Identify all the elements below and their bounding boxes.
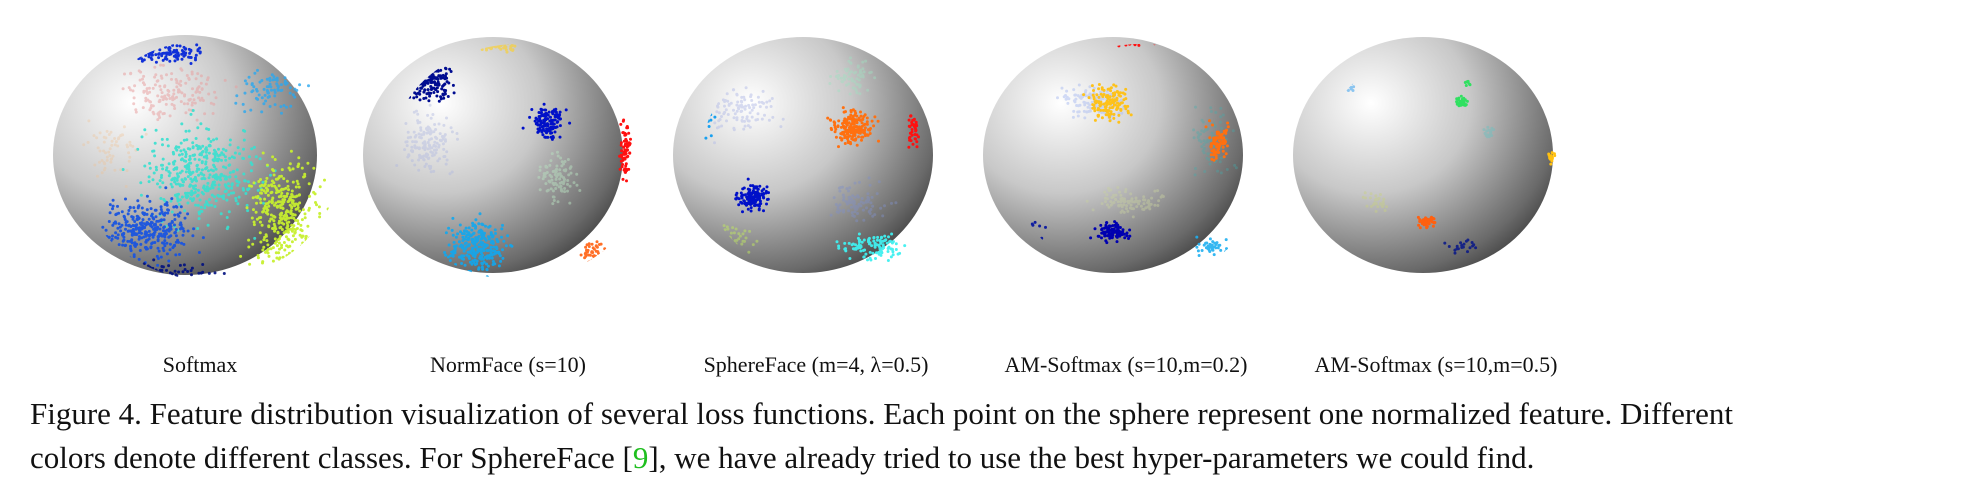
- class-cluster: [1082, 83, 1133, 124]
- panel-label: AM-Softmax (s=10,m=0.2): [1004, 352, 1248, 377]
- class-cluster: [734, 177, 770, 214]
- class-cluster: [121, 63, 238, 122]
- sphere-plot-softmax: [53, 35, 330, 280]
- sphere-plot-normface: [363, 37, 632, 280]
- panel-sphereface: SphereFace (m=4, λ=0.5): [646, 30, 986, 385]
- class-cluster: [443, 212, 514, 280]
- class-cluster: [121, 109, 277, 240]
- panel-am-softmax-05: AM-Softmax (s=10,m=0.5): [1266, 30, 1606, 385]
- class-cluster: [521, 102, 572, 141]
- class-cluster: [1443, 238, 1478, 255]
- caption-text: colors denote different classes. For Sph…: [30, 440, 633, 475]
- panel-label: NormFace (s=10): [430, 352, 586, 377]
- class-cluster: [1195, 235, 1228, 257]
- sphere-plot-sphereface: [673, 37, 933, 273]
- class-cluster: [89, 186, 205, 267]
- sphere-plot-am-softmax-05: [1293, 37, 1557, 273]
- caption-line-2: colors denote different classes. For Sph…: [30, 436, 1950, 480]
- panel-normface: NormFace (s=10): [338, 30, 678, 385]
- class-cluster: [1085, 186, 1165, 219]
- class-cluster: [618, 118, 632, 183]
- panel-label: SphereFace (m=4, λ=0.5): [703, 352, 929, 377]
- class-cluster: [82, 119, 148, 188]
- class-cluster: [1463, 79, 1472, 87]
- panel-label: Softmax: [162, 352, 238, 377]
- feature-points: [700, 44, 920, 263]
- citation-link[interactable]: 9: [632, 440, 649, 475]
- sphere-surface: [1293, 37, 1553, 273]
- class-cluster: [1482, 125, 1496, 139]
- class-cluster: [537, 150, 582, 206]
- feature-points: [395, 44, 632, 280]
- class-cluster: [1204, 119, 1230, 162]
- sphere-surface: [983, 37, 1243, 273]
- caption-text: ], we have already tried to use the best…: [648, 440, 1535, 475]
- class-cluster: [907, 114, 920, 149]
- class-cluster: [826, 106, 880, 149]
- panel-am-softmax-02: AM-Softmax (s=10,m=0.2): [956, 30, 1296, 385]
- class-cluster: [1089, 220, 1132, 245]
- class-cluster: [234, 68, 310, 115]
- sphere-surface: [673, 37, 933, 273]
- class-cluster: [828, 56, 877, 96]
- class-cluster: [1361, 191, 1389, 213]
- feature-points: [1010, 44, 1238, 257]
- sphere-plot-am-softmax-02: [983, 37, 1243, 273]
- panel-label: AM-Softmax (s=10,m=0.5): [1314, 352, 1558, 377]
- class-cluster: [1416, 215, 1437, 230]
- caption-line-1: Figure 4. Feature distribution visualiza…: [30, 396, 1734, 431]
- class-cluster: [395, 103, 459, 176]
- panel-softmax: Softmax: [30, 30, 370, 385]
- class-cluster: [579, 240, 614, 268]
- class-cluster: [1455, 94, 1469, 108]
- class-cluster: [835, 232, 907, 262]
- sphere-surface: [363, 37, 623, 273]
- class-cluster: [1547, 151, 1557, 166]
- class-cluster: [829, 176, 898, 223]
- figure-panels: Softmax NormFace (s=10) SphereFace (m=4,…: [30, 30, 1606, 385]
- figure-caption: Figure 4. Feature distribution visualiza…: [30, 392, 1950, 480]
